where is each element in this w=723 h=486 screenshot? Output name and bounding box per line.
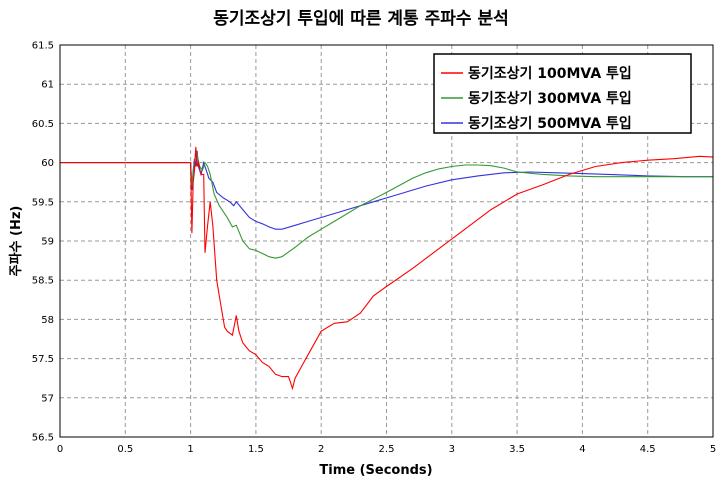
y-tick-label: 61 [41,80,54,91]
x-tick-label: 3 [449,444,455,455]
x-tick-label: 1.5 [248,444,264,455]
y-tick-label: 60 [41,158,54,169]
x-tick-label: 2.5 [379,444,395,455]
series-line-2 [60,150,713,259]
y-tick-label: 57 [41,393,54,404]
chart-title: 동기조상기 투입에 따른 계통 주파수 분석 [213,9,508,29]
y-tick-label: 57.5 [32,354,54,365]
x-tick-label: 2 [318,444,324,455]
x-tick-label: 1 [187,444,193,455]
plot-frame [59,44,714,438]
legend-entry-1: 동기조상기 100MVA 투입 [468,66,632,82]
y-tick-label: 59.5 [32,197,54,208]
x-tick-label: 4.5 [640,444,656,455]
x-tick-label: 0.5 [117,444,133,455]
series-line-1 [60,146,714,391]
x-axis-label: Time (Seconds) [319,463,432,478]
series-lines [60,146,714,391]
legend-entry-2: 동기조상기 300MVA 투입 [468,91,632,107]
y-axis-ticks: 61.5 61 60.5 60 59.5 59 58.5 58 57.5 57 56.5 [32,41,54,444]
x-tick-label: 3.5 [509,444,525,455]
y-tick-label: 58 [41,315,54,326]
x-tick-label: 5 [710,444,716,455]
y-tick-label: 58.5 [32,276,54,287]
legend-box [433,53,692,134]
x-tick-label: 0 [57,444,63,455]
y-tick-label: 59 [41,237,54,248]
x-axis-ticks: 0 0.5 1 1.5 2 2.5 3 3.5 4 4.5 5 [57,444,716,455]
y-axis-label: 주파수 (Hz) [9,206,24,277]
y-tick-label: 61.5 [32,41,54,52]
y-tick-label: 56.5 [32,433,54,444]
y-tick-label: 60.5 [32,119,54,130]
legend-entry-3: 동기조상기 500MVA 투입 [468,116,632,132]
x-tick-label: 4 [579,444,585,455]
